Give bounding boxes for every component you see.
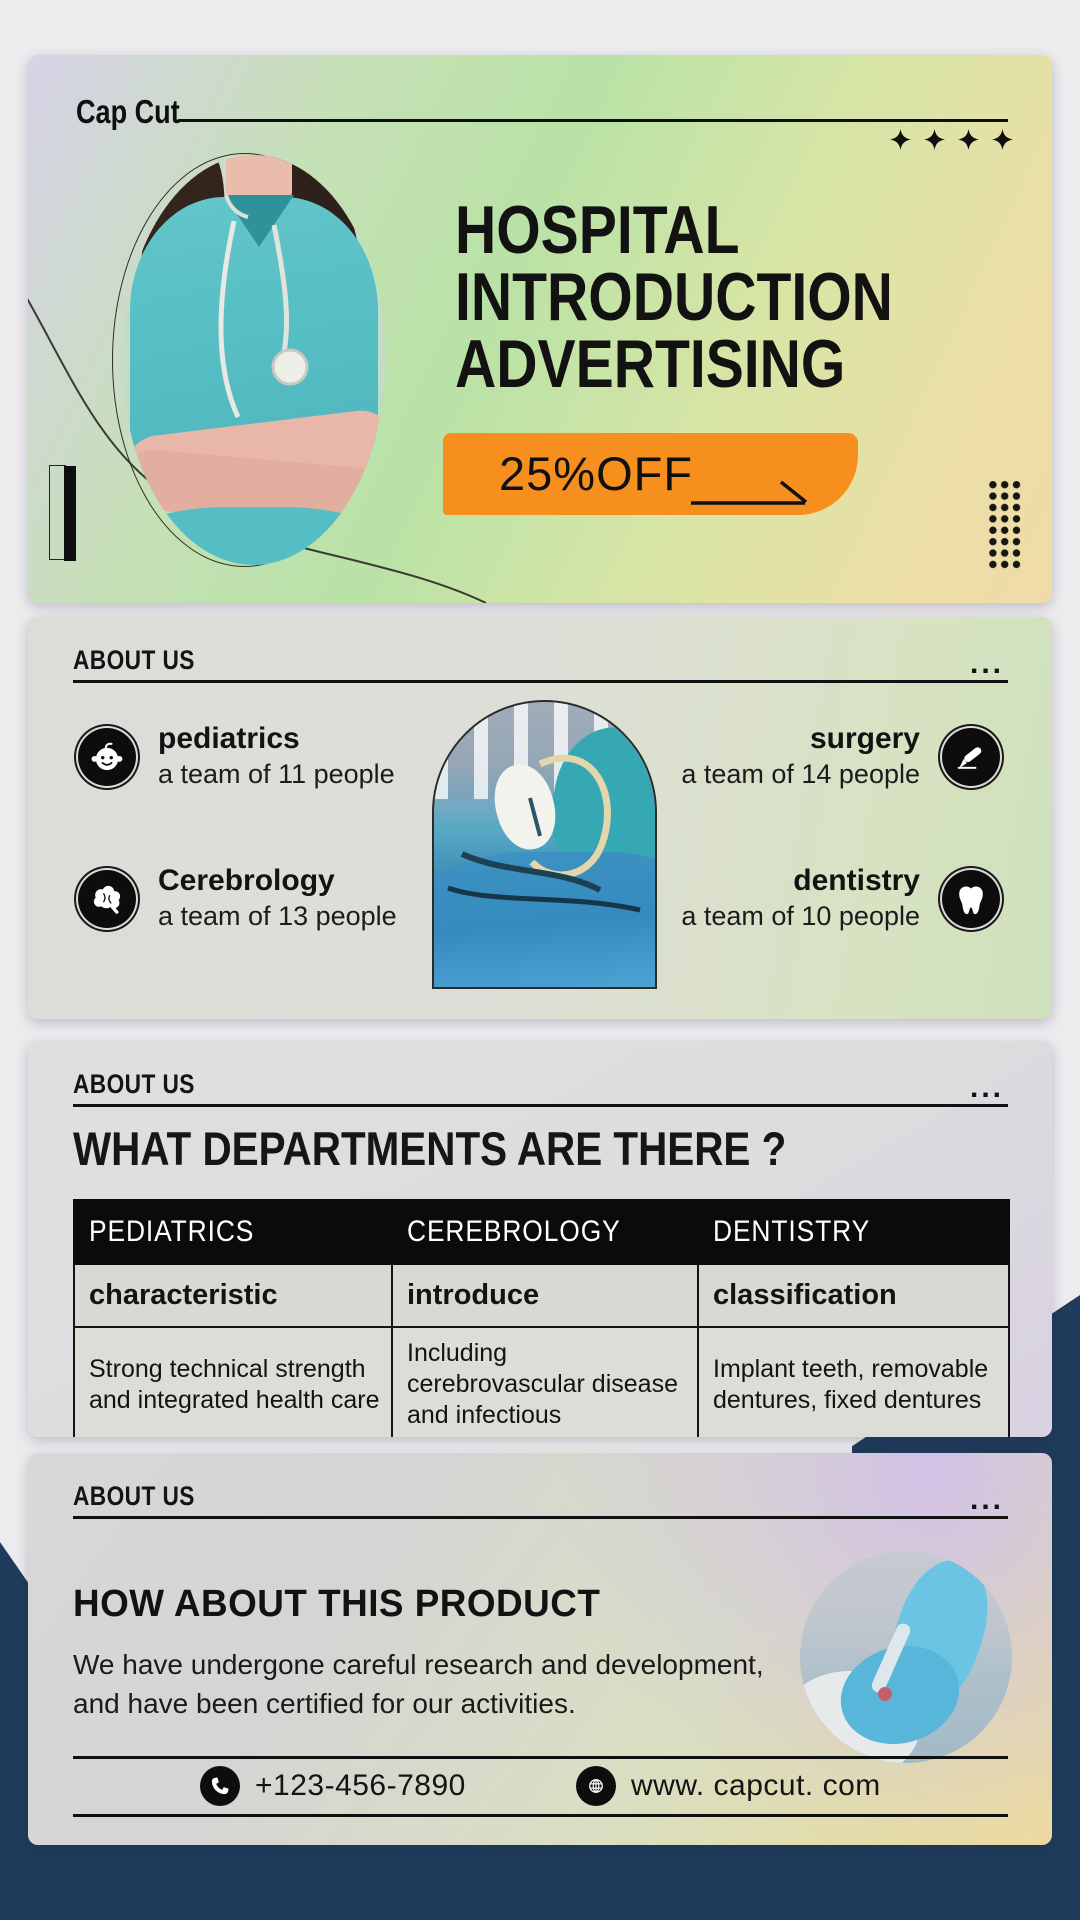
sparkle-row <box>890 129 1013 150</box>
dept-team: a team of 10 people <box>681 901 920 931</box>
table-cell: Implant teeth, removable dentures, fixed… <box>697 1326 1010 1437</box>
lab-photo <box>800 1551 1012 1763</box>
hero-card: Cap Cut HOSPITAL <box>28 55 1052 603</box>
contact-divider-bottom <box>73 1814 1008 1817</box>
dept-text: Cerebrology a team of 13 people <box>158 863 397 934</box>
hero-title-line: HOSPITAL <box>455 192 740 268</box>
sparkle-icon <box>890 129 911 150</box>
section-label: ABOUT US <box>73 1069 195 1099</box>
brand-logo: Cap Cut <box>76 93 180 130</box>
offer-label: 25%OFF <box>499 447 694 500</box>
table-detail-row: Strong technical strength and integrated… <box>73 1326 1010 1437</box>
dept-team: a team of 14 people <box>681 759 920 789</box>
teams-card: ABOUT US ... pediatrics a team of 11 peo… <box>28 617 1052 1019</box>
dept-name: Cerebrology <box>158 864 335 897</box>
section-underline <box>73 1516 1008 1519</box>
product-body-line: and have been certified for our activiti… <box>73 1688 576 1719</box>
dept-pediatrics: pediatrics a team of 11 people <box>78 721 395 792</box>
table-label-row: characteristic introduce classification <box>73 1263 1010 1328</box>
dept-dentistry: dentistry a team of 10 people <box>681 863 1000 934</box>
product-body: We have undergone careful research and d… <box>73 1645 764 1723</box>
table-header-cell: PEDIATRICS <box>73 1199 393 1265</box>
decor-dots-grid <box>985 477 1021 569</box>
phone-number: +123-456-7890 <box>255 1769 466 1802</box>
hero-title-line: ADVERTISING <box>455 326 846 402</box>
arrow-right-icon <box>691 480 808 505</box>
phone-icon <box>200 1766 240 1806</box>
ellipsis-dots: ... <box>969 647 1004 680</box>
departments-heading: WHAT DEPARTMENTS ARE THERE ? <box>73 1122 787 1175</box>
nurse-photo <box>122 155 385 565</box>
sparkle-icon <box>992 129 1013 150</box>
baby-icon <box>78 727 136 786</box>
tooth-icon <box>942 869 1000 928</box>
ellipsis-dots: ... <box>969 1483 1004 1516</box>
dept-team: a team of 11 people <box>158 759 395 789</box>
photo-scrub-bottom <box>132 507 378 565</box>
section-label: ABOUT US <box>73 1481 195 1511</box>
dept-name: pediatrics <box>158 722 300 755</box>
product-card: ABOUT US ... HOW ABOUT THIS PRODUCT We h… <box>28 1453 1052 1845</box>
ellipsis-dots: ... <box>969 1071 1004 1104</box>
surgery-photo <box>432 700 657 989</box>
decor-bar <box>64 466 76 561</box>
website-url: www. capcut. com <box>631 1769 881 1802</box>
scalpel-icon <box>942 727 1000 786</box>
dept-cerebrology: Cerebrology a team of 13 people <box>78 863 397 934</box>
section-underline <box>73 1104 1008 1107</box>
departments-table: PEDIATRICS CEREBROLOGY DENTISTRY charact… <box>73 1199 1010 1437</box>
dept-team: a team of 13 people <box>158 901 397 931</box>
dept-name: surgery <box>809 722 920 755</box>
dept-surgery: surgery a team of 14 people <box>681 721 1000 792</box>
photo-sample-dot <box>878 1687 892 1701</box>
section-label: ABOUT US <box>73 645 195 675</box>
table-header-row: PEDIATRICS CEREBROLOGY DENTISTRY <box>73 1199 1010 1265</box>
table-cell: Including cerebrovascular disease and in… <box>391 1326 699 1437</box>
stethoscope-overlay <box>218 194 309 419</box>
dept-text: surgery a team of 14 people <box>681 721 920 792</box>
table-cell: Strong technical strength and integrated… <box>73 1326 393 1437</box>
table-cell: classification <box>697 1263 1010 1328</box>
contact-phone[interactable]: +123-456-7890 <box>200 1763 466 1809</box>
hero-title: HOSPITAL INTRODUCTION ADVERTISING <box>455 192 893 402</box>
table-cell: introduce <box>391 1263 699 1328</box>
table-cell: characteristic <box>73 1263 393 1328</box>
dept-name: dentistry <box>793 864 920 897</box>
table-header-cell: DENTISTRY <box>697 1199 1010 1265</box>
photo-tubes-overlay <box>447 754 641 913</box>
contact-website[interactable]: www. capcut. com <box>576 1763 881 1809</box>
product-body-line: We have undergone careful research and d… <box>73 1649 764 1680</box>
brain-icon <box>78 869 136 928</box>
section-underline <box>73 680 1008 683</box>
contact-divider-top <box>73 1756 1008 1759</box>
product-heading: HOW ABOUT THIS PRODUCT <box>73 1583 601 1625</box>
globe-icon <box>576 1766 616 1806</box>
dept-text: pediatrics a team of 11 people <box>158 721 395 792</box>
brand-underline <box>178 119 1008 122</box>
sparkle-icon <box>958 129 979 150</box>
hero-title-line: INTRODUCTION <box>455 259 893 335</box>
dept-text: dentistry a team of 10 people <box>681 863 920 934</box>
table-header-cell: CEREBROLOGY <box>391 1199 699 1265</box>
navy-bottom-band <box>0 1845 1080 1920</box>
sparkle-icon <box>924 129 945 150</box>
offer-button[interactable]: 25%OFF <box>443 433 858 515</box>
departments-card: ABOUT US ... WHAT DEPARTMENTS ARE THERE … <box>28 1041 1052 1437</box>
